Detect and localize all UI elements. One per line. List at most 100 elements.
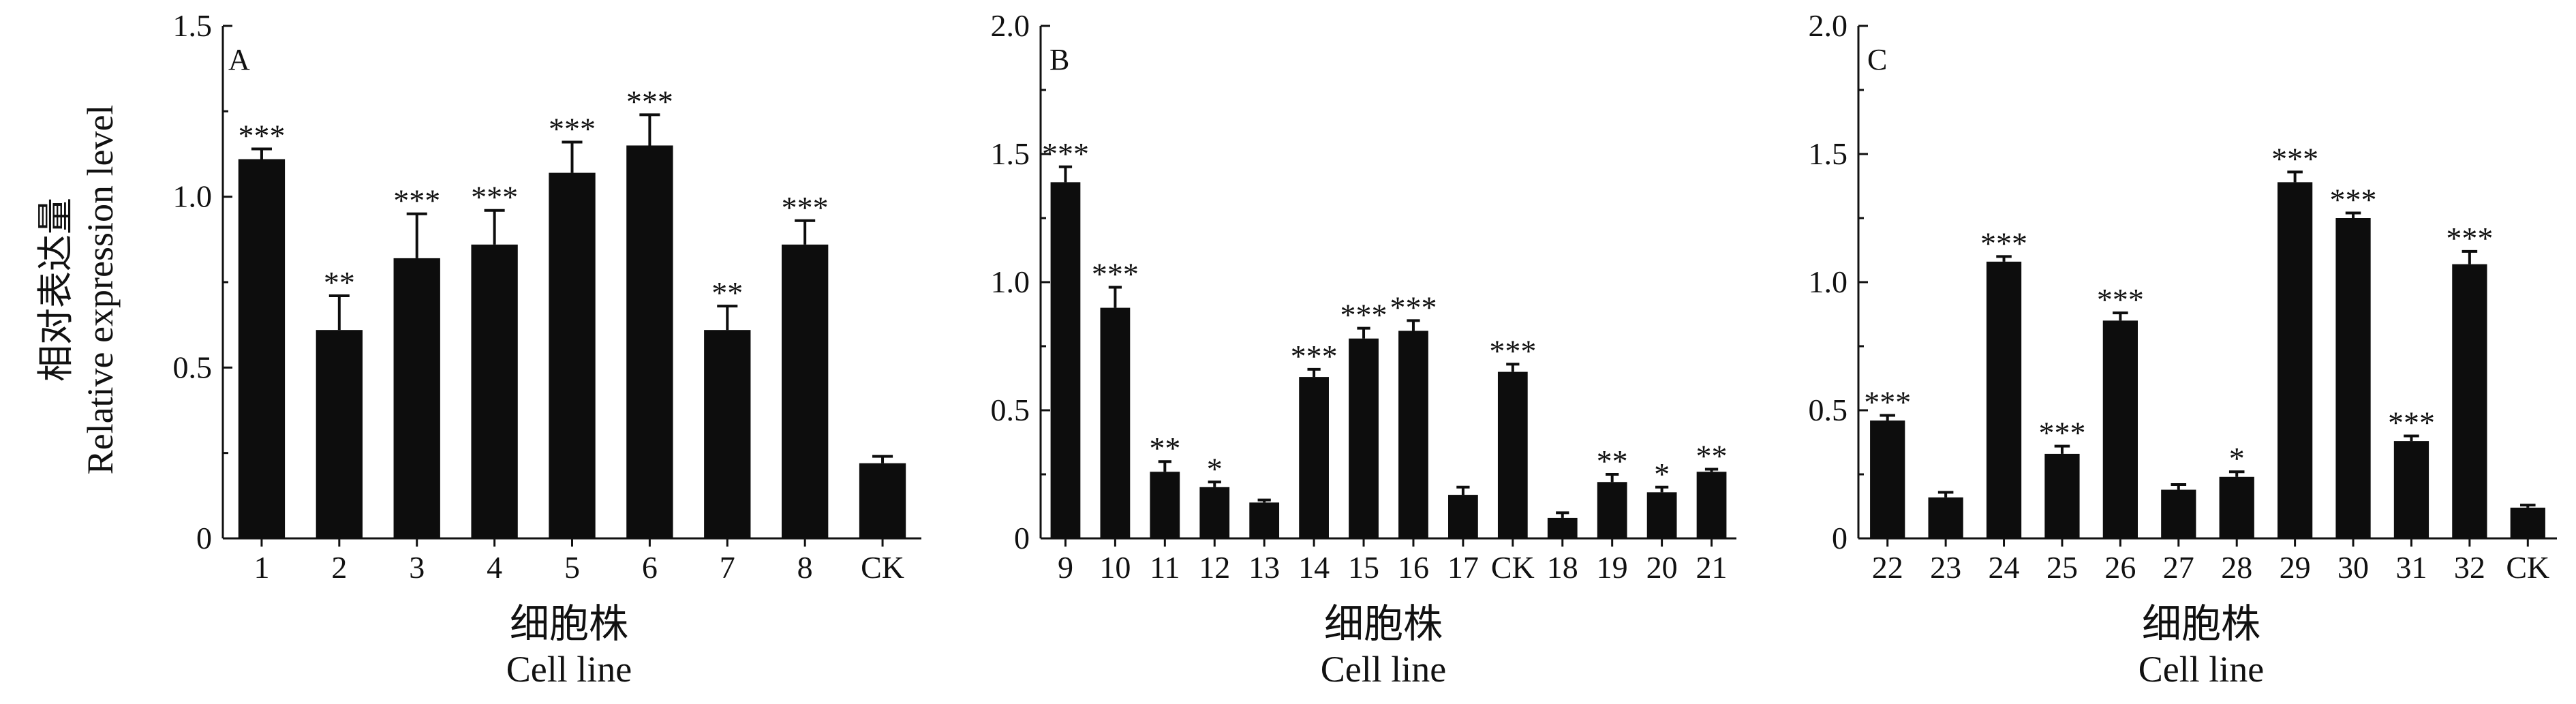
panel-c-bar (2278, 182, 2313, 538)
panel-b-x-tick-label: 13 (1248, 550, 1280, 585)
panel-b-significance-label: *** (1489, 333, 1536, 368)
panel-b-significance-label: * (1654, 457, 1670, 491)
panel-c-bar (2044, 453, 2080, 538)
panel-b-bar (1100, 307, 1131, 538)
panel-b-significance-label: *** (1042, 136, 1089, 171)
panel-b-letter: B (1049, 43, 1069, 76)
panel-c-bar (2452, 264, 2487, 538)
panel-a-bar (859, 463, 906, 538)
panel-a-y-tick-label: 0 (196, 521, 212, 555)
panel-c-y-tick-label: 0 (1832, 521, 1847, 555)
panel-b-x-tick-label: CK (1491, 550, 1535, 585)
panel-a-letter: A (228, 43, 250, 76)
panel-b-bar (1597, 482, 1627, 538)
panel-b-bar (1547, 517, 1578, 538)
panel-a-bar (393, 258, 440, 538)
panel-a-significance-label: *** (393, 183, 440, 218)
panel-b-bar (1349, 338, 1379, 538)
panel-b-y-tick-label: 0.5 (991, 393, 1030, 427)
panel-c-bar (2393, 441, 2429, 538)
panel-b: 00.51.01.52.09***10***11**12*13 14***15**… (991, 8, 1736, 690)
panel-c-significance-label: *** (2330, 182, 2377, 217)
panel-c-y-tick-label: 1.0 (1809, 264, 1848, 299)
panel-c-significance-label: *** (2271, 141, 2318, 176)
panel-b-bar (1150, 472, 1180, 538)
panel-b-significance-label: ** (1597, 444, 1628, 478)
panel-b-x-tick-label: 10 (1099, 550, 1131, 585)
panel-a-y-tick-label: 1.5 (173, 8, 213, 43)
panel-b-significance-label: *** (1340, 298, 1387, 333)
panel-b-bar (1696, 472, 1727, 538)
panel-c-significance-label: *** (2097, 282, 2144, 317)
panel-b-significance-label: ** (1696, 438, 1728, 473)
panel-a-bar (704, 330, 751, 538)
panel-a-significance-label: ** (324, 265, 355, 300)
panel-a-xlabel-en: Cell line (506, 649, 632, 690)
panel-b-x-tick-label: 12 (1199, 550, 1230, 585)
panel-b-x-tick-label: 16 (1398, 550, 1429, 585)
panel-c-bar (2219, 476, 2254, 538)
panel-b-significance-label: ** (1149, 431, 1180, 465)
panel-c-x-tick-label: CK (2506, 550, 2549, 585)
panel-b-x-tick-label: 18 (1547, 550, 1578, 585)
panel-c-x-tick-label: 31 (2395, 550, 2427, 585)
panel-b-xlabel-cn: 细胞株 (1324, 602, 1443, 646)
panel-a-x-tick-label: 5 (564, 550, 580, 585)
y-axis-label-en: Relative expression level (80, 105, 121, 475)
panel-c-bar (2102, 320, 2138, 538)
panel-c-plot-area: 0 0.5 1.0 1.5 2.0 22 *** 23 24 *** 25 *** 26 *** 27 28 *… (1809, 8, 2557, 585)
panel-c-significance-label: *** (2388, 405, 2435, 440)
panel-a-bar (626, 145, 673, 538)
panel-b-x-tick-label: 21 (1696, 550, 1728, 585)
panel-c-y-tick-label: 2.0 (1809, 8, 1848, 43)
panel-c-bar (1986, 261, 2022, 538)
panel-c-xlabel-en: Cell line (2138, 649, 2264, 690)
panel-b-plot-area: 00.51.01.52.09***10***11**12*13 14***15**… (991, 8, 1736, 585)
panel-c-significance-label: *** (2446, 221, 2493, 256)
panel-a-significance-label: *** (549, 111, 596, 146)
panel-a-x-tick-label: 1 (254, 550, 269, 585)
panel-b-y-tick-label: 1.0 (991, 264, 1030, 299)
panel-a-xlabel-cn: 细胞株 (510, 602, 628, 646)
panel-b-y-tick-label: 1.5 (991, 136, 1030, 171)
panel-a-significance-label: *** (626, 84, 673, 119)
panel-c-letter: C (1867, 43, 1887, 76)
panel-c: 0 0.5 1.0 1.5 2.0 22 *** 23 24 *** 25 *** 26 *** 27 28 *… (1809, 8, 2557, 690)
panel-c-x-tick-label: 32 (2454, 550, 2485, 585)
panel-b-significance-label: * (1207, 451, 1223, 486)
panel-b-x-tick-label: 11 (1150, 550, 1180, 585)
panel-a-bar (549, 172, 596, 538)
panel-c-bar (2161, 489, 2196, 538)
panel-a-x-tick-label: 8 (797, 550, 813, 585)
panel-a-bar (471, 244, 518, 538)
panel-a-plot-area: 0 0.5 1.0 1.5 1 *** 2 ** 3 *** 4 *** 5 *** 6 *** 7 ** 8 ***… (173, 8, 921, 585)
panel-b-bar (1199, 487, 1230, 538)
panel-c-x-tick-label: 26 (2104, 550, 2136, 585)
panel-c-bar (2335, 218, 2371, 538)
panel-b-y-tick-label: 0 (1014, 521, 1030, 555)
panel-b-bar (1249, 502, 1280, 538)
panel-c-significance-label: *** (2038, 416, 2085, 450)
panel-c-x-tick-label: 27 (2163, 550, 2194, 585)
panel-a-x-tick-label: 6 (642, 550, 658, 585)
panel-b-bar (1050, 182, 1081, 538)
panel-a-y-tick-label: 1.0 (173, 179, 213, 214)
panel-a-bar (782, 244, 829, 538)
panel-c-x-tick-label: 23 (1930, 550, 1961, 585)
panel-c-x-tick-label: 28 (2221, 550, 2252, 585)
panel-c-bar (1870, 420, 1905, 538)
panel-c-xlabel-cn: 细胞株 (2142, 602, 2260, 646)
panel-c-bar (1928, 497, 1963, 538)
panel-a-x-tick-label: CK (861, 550, 904, 585)
panel-a-significance-label: *** (782, 190, 829, 225)
panel-b-bar (1299, 377, 1329, 538)
panel-c-x-tick-label: 24 (1989, 550, 2020, 585)
panel-a-x-tick-label: 3 (409, 550, 425, 585)
panel-b-significance-label: *** (1291, 339, 1338, 373)
panel-c-x-tick-label: 22 (1872, 550, 1903, 585)
panel-b-y-tick-label: 2.0 (991, 8, 1030, 43)
panel-c-y-tick-label: 0.5 (1809, 393, 1848, 427)
panel-b-x-tick-label: 15 (1348, 550, 1379, 585)
